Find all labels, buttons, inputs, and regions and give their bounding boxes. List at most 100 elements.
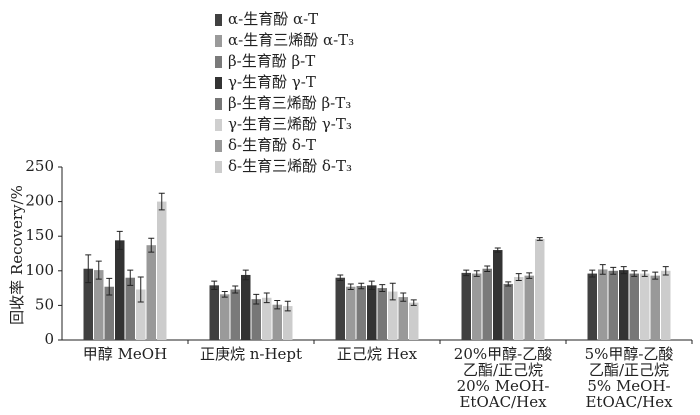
error-bar: [494, 247, 501, 253]
error-bar: [652, 271, 659, 280]
bar: [608, 270, 618, 340]
bar: [272, 304, 282, 340]
error-bar: [589, 269, 596, 278]
error-bar: [368, 280, 375, 290]
bar: [619, 270, 629, 340]
error-bar: [274, 300, 281, 310]
error-bar: [400, 292, 407, 302]
bar: [241, 274, 251, 340]
legend-label: β-生育三烯酚 β-T₃: [228, 94, 351, 112]
bar: [524, 275, 534, 340]
error-bar: [337, 274, 344, 281]
error-bar: [641, 270, 648, 277]
bar: [409, 302, 419, 340]
x-tick-label: 20%甲醇-乙酸 乙酯/正己烷 20% MeOH- EtOAC/Hex: [453, 345, 553, 411]
bar: [398, 297, 408, 340]
error-bar: [536, 237, 543, 241]
legend-label: γ-生育酚 γ-T: [228, 73, 316, 91]
error-bar: [347, 283, 354, 290]
bar: [535, 238, 545, 340]
error-bar: [358, 282, 365, 290]
bar: [367, 285, 377, 340]
error-bar: [610, 266, 617, 275]
legend-swatch: [215, 119, 222, 131]
bar: [661, 270, 671, 340]
x-tick-label: 正庚烷 n-Hept: [199, 345, 303, 363]
bar: [629, 273, 639, 340]
bar: [335, 277, 345, 340]
legend-swatch: [215, 56, 222, 68]
error-bar: [463, 269, 470, 277]
x-tick-label: 甲醇 MeOH: [82, 345, 168, 363]
error-bar: [515, 273, 522, 281]
error-bar: [158, 192, 165, 211]
bar: [482, 268, 492, 340]
bar: [115, 240, 125, 340]
error-bar: [127, 269, 134, 286]
bar: [220, 294, 230, 340]
y-tick-label: 150: [25, 226, 54, 244]
bar: [503, 283, 513, 340]
legend-label: δ-生育酚 δ-T: [228, 136, 316, 154]
bar: [125, 277, 135, 340]
legend-swatch: [215, 161, 222, 173]
bar: [493, 250, 503, 340]
bar: [472, 273, 482, 340]
error-bar: [599, 264, 606, 275]
x-tick-label: 5%甲醇-乙酸 乙酯/正己烷 5% MeOH- EtOAC/Hex: [584, 345, 674, 411]
bar: [587, 273, 597, 340]
legend-swatch: [215, 35, 222, 47]
bar: [104, 286, 114, 340]
y-tick-label: 50: [35, 295, 54, 313]
y-tick-label: 0: [44, 330, 54, 348]
bar: [157, 201, 167, 340]
bar: [83, 268, 93, 340]
error-bar: [137, 276, 144, 303]
error-bar: [221, 291, 228, 298]
bar: [209, 285, 219, 340]
bar: [283, 306, 293, 340]
bar: [377, 288, 387, 340]
error-bar: [505, 281, 512, 287]
error-bar: [284, 300, 291, 312]
legend-swatch: [215, 14, 222, 26]
bar: [230, 289, 240, 340]
bar: [94, 270, 104, 340]
bar: [251, 299, 261, 340]
legend-label: α-生育三烯酚 α-T₃: [228, 31, 354, 49]
error-bar: [526, 272, 533, 279]
bar: [514, 277, 524, 340]
error-bar: [116, 230, 123, 250]
error-bar: [148, 237, 155, 253]
error-bar: [85, 254, 92, 284]
bar: [136, 289, 146, 340]
bar: [146, 245, 156, 340]
legend-swatch: [215, 98, 222, 110]
bar: [356, 286, 366, 340]
legend-swatch: [215, 77, 222, 89]
legend-label: β-生育酚 β-T: [228, 52, 315, 70]
error-bar: [263, 292, 270, 304]
y-tick-label: 100: [25, 261, 54, 279]
bar: [640, 273, 650, 340]
error-bar: [95, 260, 102, 280]
error-bar: [620, 266, 627, 275]
error-bar: [379, 284, 386, 293]
bar: [346, 286, 356, 340]
error-bar: [662, 266, 669, 276]
error-bar: [473, 270, 480, 277]
error-bar: [410, 299, 417, 306]
y-tick-label: 250: [25, 157, 54, 175]
bar: [461, 272, 471, 340]
bar: [650, 275, 660, 340]
error-bar: [106, 277, 113, 296]
error-bar: [253, 293, 260, 305]
legend-swatch: [215, 140, 222, 152]
legend-label: γ-生育三烯酚 γ-T₃: [228, 115, 352, 133]
x-tick-label: 正己烷 Hex: [336, 345, 418, 363]
bar: [262, 297, 272, 340]
error-bar: [631, 270, 638, 277]
bar: [598, 269, 608, 340]
